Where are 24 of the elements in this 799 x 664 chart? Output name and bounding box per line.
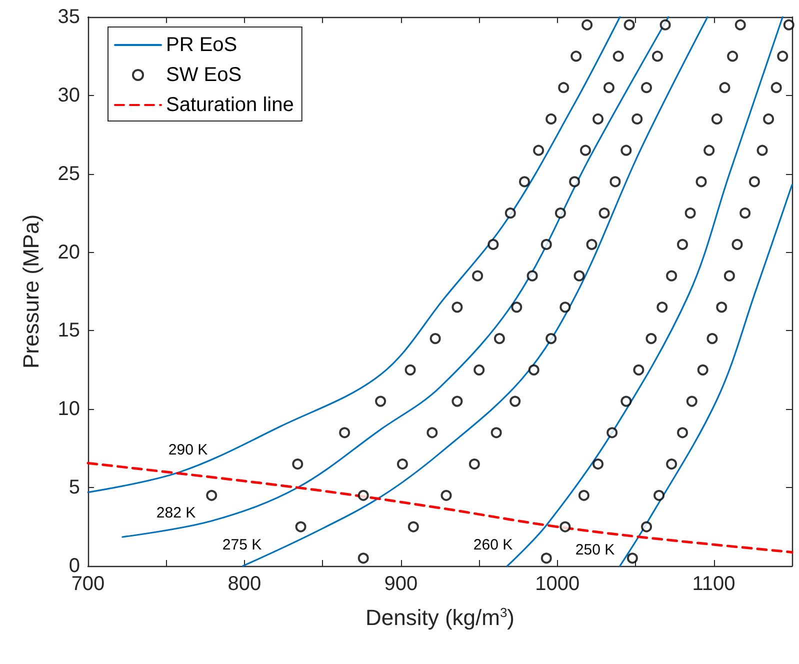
x-tick-label: 900 <box>384 573 418 595</box>
line-series <box>619 184 793 567</box>
annotation: 275 K <box>222 536 262 554</box>
y-tick-label: 25 <box>58 162 80 185</box>
x-tick-label: 1100 <box>692 573 736 595</box>
annotation: 250 K <box>575 542 615 558</box>
legend-label: Saturation line <box>166 94 294 116</box>
annotation: 260 K <box>473 536 513 554</box>
annotation: 282 K <box>156 504 196 522</box>
legend-label: PR EoS <box>166 34 238 56</box>
y-tick-label: 15 <box>58 320 80 342</box>
x-tick-label: 800 <box>228 573 262 595</box>
x-tick-label: 1000 <box>535 573 580 595</box>
line-series <box>86 462 794 554</box>
y-tick-label: 10 <box>58 398 80 420</box>
line-series <box>122 16 670 538</box>
annotation: 290 K <box>168 442 208 458</box>
y-tick-label: 20 <box>58 241 80 264</box>
y-axis-title: Pressure (MPa) <box>18 214 44 369</box>
y-tick-label: 30 <box>58 84 80 106</box>
y-tick-label: 35 <box>58 6 80 28</box>
legend-label: SW EoS <box>166 64 242 86</box>
line-series <box>87 16 621 494</box>
y-tick-label: 5 <box>68 476 80 499</box>
